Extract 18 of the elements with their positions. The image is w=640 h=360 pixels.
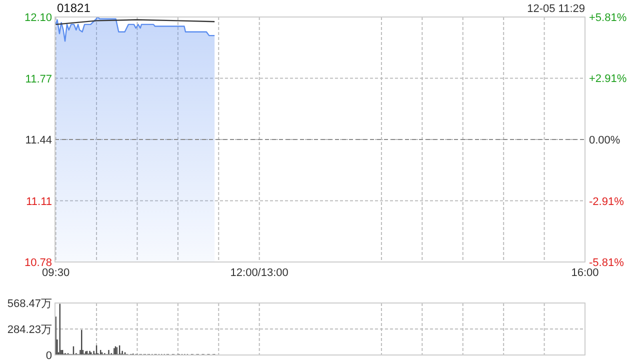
x-tick-label: 09:30 xyxy=(42,267,70,279)
y-tick-label: 12.10 xyxy=(24,12,52,24)
text: 12-05 11:29 xyxy=(527,3,585,15)
y-tick-label: 0 xyxy=(46,350,52,360)
chart-title: 01821 xyxy=(57,1,91,15)
x-tick-label: 12:00/13:00 xyxy=(230,267,288,279)
y-tick-label: 568.47万 xyxy=(7,298,52,310)
y-tick-label: 10.78 xyxy=(24,257,52,269)
y2-tick-label: -5.81% xyxy=(589,257,624,269)
y-tick-label: 11.11 xyxy=(26,196,52,208)
y-tick-label: 11.77 xyxy=(25,73,52,86)
x-tick-label: 16:00 xyxy=(571,267,599,279)
y2-tick-label: -2.91% xyxy=(589,196,624,208)
y-tick-label: 11.44 xyxy=(25,134,52,146)
y2-tick-label: 0.00% xyxy=(589,134,620,146)
y2-tick-label: +2.91% xyxy=(589,73,627,86)
y-tick-label: 284.23万 xyxy=(7,324,52,336)
y2-tick-label: +5.81% xyxy=(589,12,627,24)
